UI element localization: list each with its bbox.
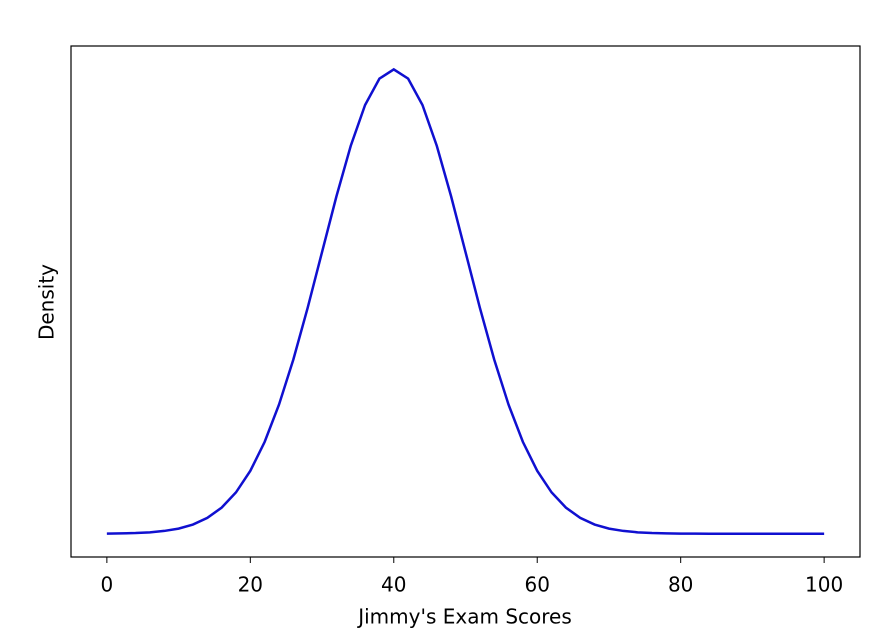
- x-tick-label: 60: [525, 573, 550, 597]
- y-axis-label: Density: [35, 264, 59, 340]
- x-axis-label: Jimmy's Exam Scores: [356, 605, 572, 629]
- density-curve: [106, 67, 825, 535]
- x-tick-label: 40: [381, 573, 406, 597]
- plot-frame: [70, 45, 861, 558]
- x-tick-label: 0: [100, 573, 113, 597]
- x-tick-label: 100: [805, 573, 843, 597]
- x-tick-label: 80: [668, 573, 693, 597]
- x-tick-label: 20: [238, 573, 263, 597]
